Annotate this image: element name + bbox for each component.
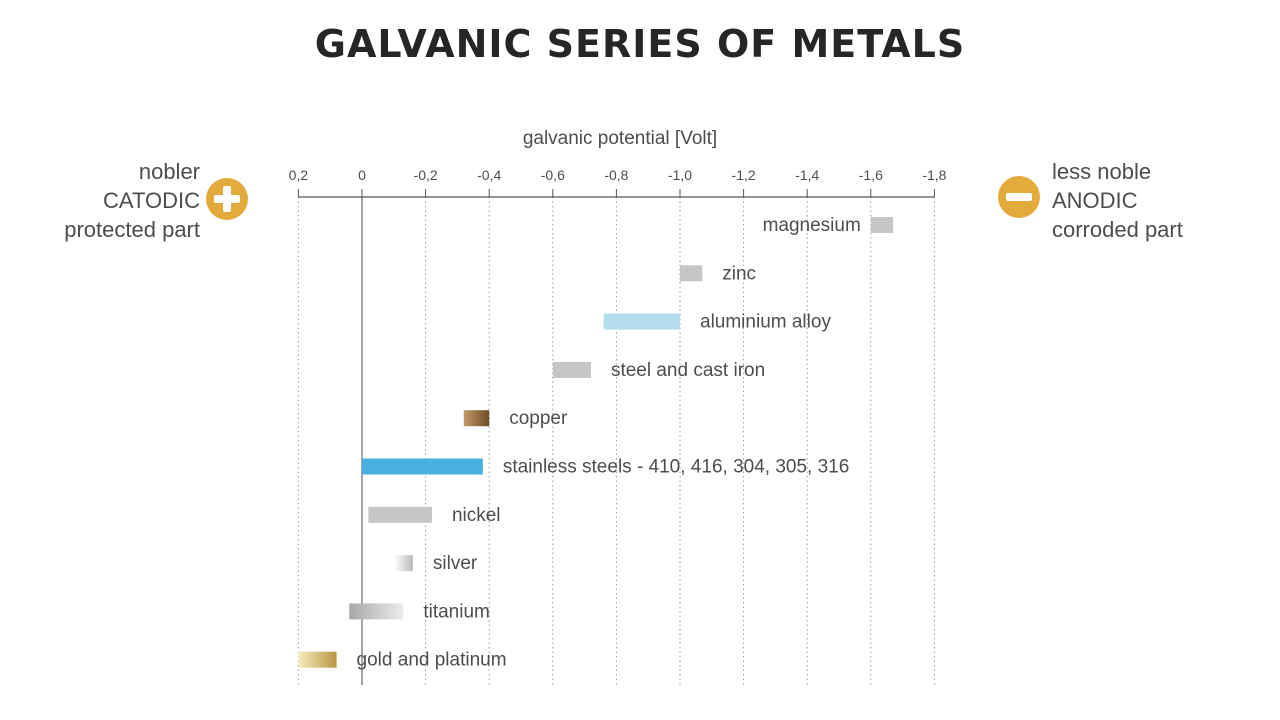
bar-label-9: gold and platinum bbox=[357, 650, 507, 671]
bar-magnesium bbox=[870, 217, 894, 233]
tick-label-2: -0,2 bbox=[414, 167, 438, 183]
tick-label-8: -1,4 bbox=[795, 167, 819, 183]
tick-label-7: -1,2 bbox=[732, 167, 756, 183]
bar-steel bbox=[552, 361, 591, 378]
tick-label-9: -1,6 bbox=[859, 167, 883, 183]
right-label-anodic: ANODIC bbox=[1052, 188, 1138, 213]
bar-label-6: nickel bbox=[452, 505, 501, 526]
tick-label-3: -0,4 bbox=[477, 167, 501, 183]
bar-gold bbox=[298, 651, 337, 668]
right-side-labels: less noble ANODIC corroded part bbox=[1052, 157, 1272, 244]
tick-label-0: 0,2 bbox=[289, 167, 309, 183]
left-side-labels: nobler CATODIC protected part bbox=[20, 157, 200, 244]
left-label-protected: protected part bbox=[64, 217, 200, 242]
bar-titanium bbox=[349, 603, 404, 620]
minus-icon bbox=[998, 176, 1040, 218]
bar-aluminium bbox=[603, 313, 680, 330]
bar-stainless bbox=[362, 458, 483, 475]
chart-title: GALVANIC SERIES OF METALS bbox=[314, 22, 966, 66]
x-axis-title: galvanic potential [Volt] bbox=[522, 128, 718, 149]
left-label-nobler: nobler bbox=[138, 159, 200, 184]
bar-silver bbox=[393, 555, 413, 572]
right-label-corroded: corroded part bbox=[1052, 217, 1183, 242]
bar-label-2: aluminium alloy bbox=[700, 312, 831, 333]
bar-label-0: magnesium bbox=[763, 215, 861, 236]
tick-label-5: -0,8 bbox=[604, 167, 628, 183]
bar-label-8: titanium bbox=[423, 601, 490, 622]
bar-nickel bbox=[368, 506, 432, 523]
tick-label-10: -1,8 bbox=[922, 167, 946, 183]
right-label-less-noble: less noble bbox=[1052, 159, 1152, 184]
bar-copper bbox=[463, 410, 490, 427]
bar-label-1: zinc bbox=[722, 263, 756, 284]
plus-icon bbox=[206, 178, 248, 220]
bar-label-5: stainless steels - 410, 416, 304, 305, 3… bbox=[503, 457, 849, 478]
tick-label-6: -1,0 bbox=[668, 167, 692, 183]
bar-label-4: copper bbox=[509, 408, 568, 429]
tick-label-4: -0,6 bbox=[541, 167, 565, 183]
bar-zinc bbox=[680, 265, 703, 282]
bar-label-7: silver bbox=[433, 553, 478, 574]
tick-label-1: 0 bbox=[358, 167, 366, 183]
bar-label-3: steel and cast iron bbox=[611, 360, 765, 381]
left-label-catodic: CATODIC bbox=[103, 188, 200, 213]
